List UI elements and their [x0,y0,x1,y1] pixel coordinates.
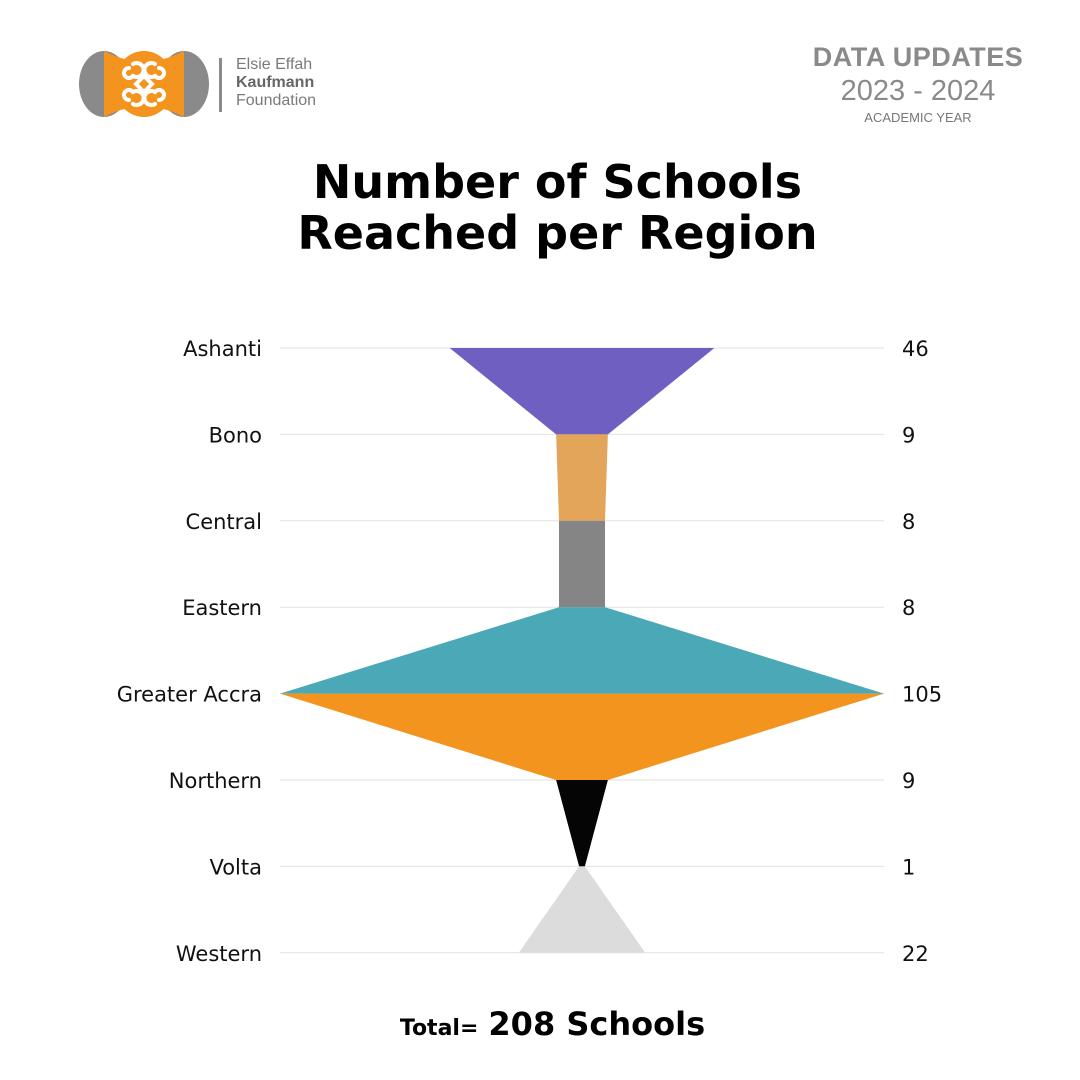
logo-divider [219,58,222,112]
category-label-bono: Bono [209,423,262,447]
category-label-ashanti: Ashanti [183,337,262,361]
foundation-name-line1: Elsie Effah [236,56,313,73]
value-label-bono: 9 [902,423,915,447]
funnel-chart: Ashanti 46 Bono 9 Central 8 Eastern 8 Greater Ac… [117,337,942,966]
funnel-segment-bono [556,434,608,521]
data-updates-block: DATA UPDATES 2023 - 2024 ACADEMIC YEAR [808,42,1028,125]
funnel-segment-central [558,520,606,608]
data-updates-title: DATA UPDATES [812,42,1024,72]
foundation-name: Elsie Effah Kaufmann Foundation [236,56,316,110]
funnel-segment-volta [518,866,646,953]
funnel-segment-northern [556,780,608,867]
category-label-northern: Northern [169,769,262,793]
funnel-segment-ashanti [449,348,715,435]
funnel-segment-eastern [280,607,884,694]
value-label-eastern: 8 [902,596,915,620]
total-label: Total= [399,1016,479,1041]
value-label-western: 22 [902,942,929,966]
total-summary: Total= 208 Schools [0,1005,1080,1043]
category-label-central: Central [186,510,262,534]
foundation-logo-icon [79,51,209,117]
category-label-eastern: Eastern [182,596,262,620]
value-label-ashanti: 46 [902,337,929,361]
category-label-greater-accra: Greater Accra [117,683,262,707]
value-label-greater-accra: 105 [902,683,942,707]
funnel-segment-greater-accra [280,693,884,780]
category-label-western: Western [176,942,262,966]
chart-title-line1: Number of Schools [312,155,803,209]
foundation-name-line2: Kaufmann [236,74,315,91]
data-updates-years: 2023 - 2024 [840,75,996,107]
chart-title-line2: Reached per Region [297,206,818,260]
foundation-name-line3: Foundation [236,92,317,109]
chart-title: Number of Schools Reached per Region [0,157,1080,259]
value-label-central: 8 [902,510,915,534]
total-value: 208 Schools [488,1005,706,1043]
foundation-logo [78,48,338,120]
data-updates-subtitle: ACADEMIC YEAR [864,110,972,125]
category-label-volta: Volta [209,855,262,879]
value-label-volta: 1 [902,855,915,879]
value-label-northern: 9 [902,769,915,793]
